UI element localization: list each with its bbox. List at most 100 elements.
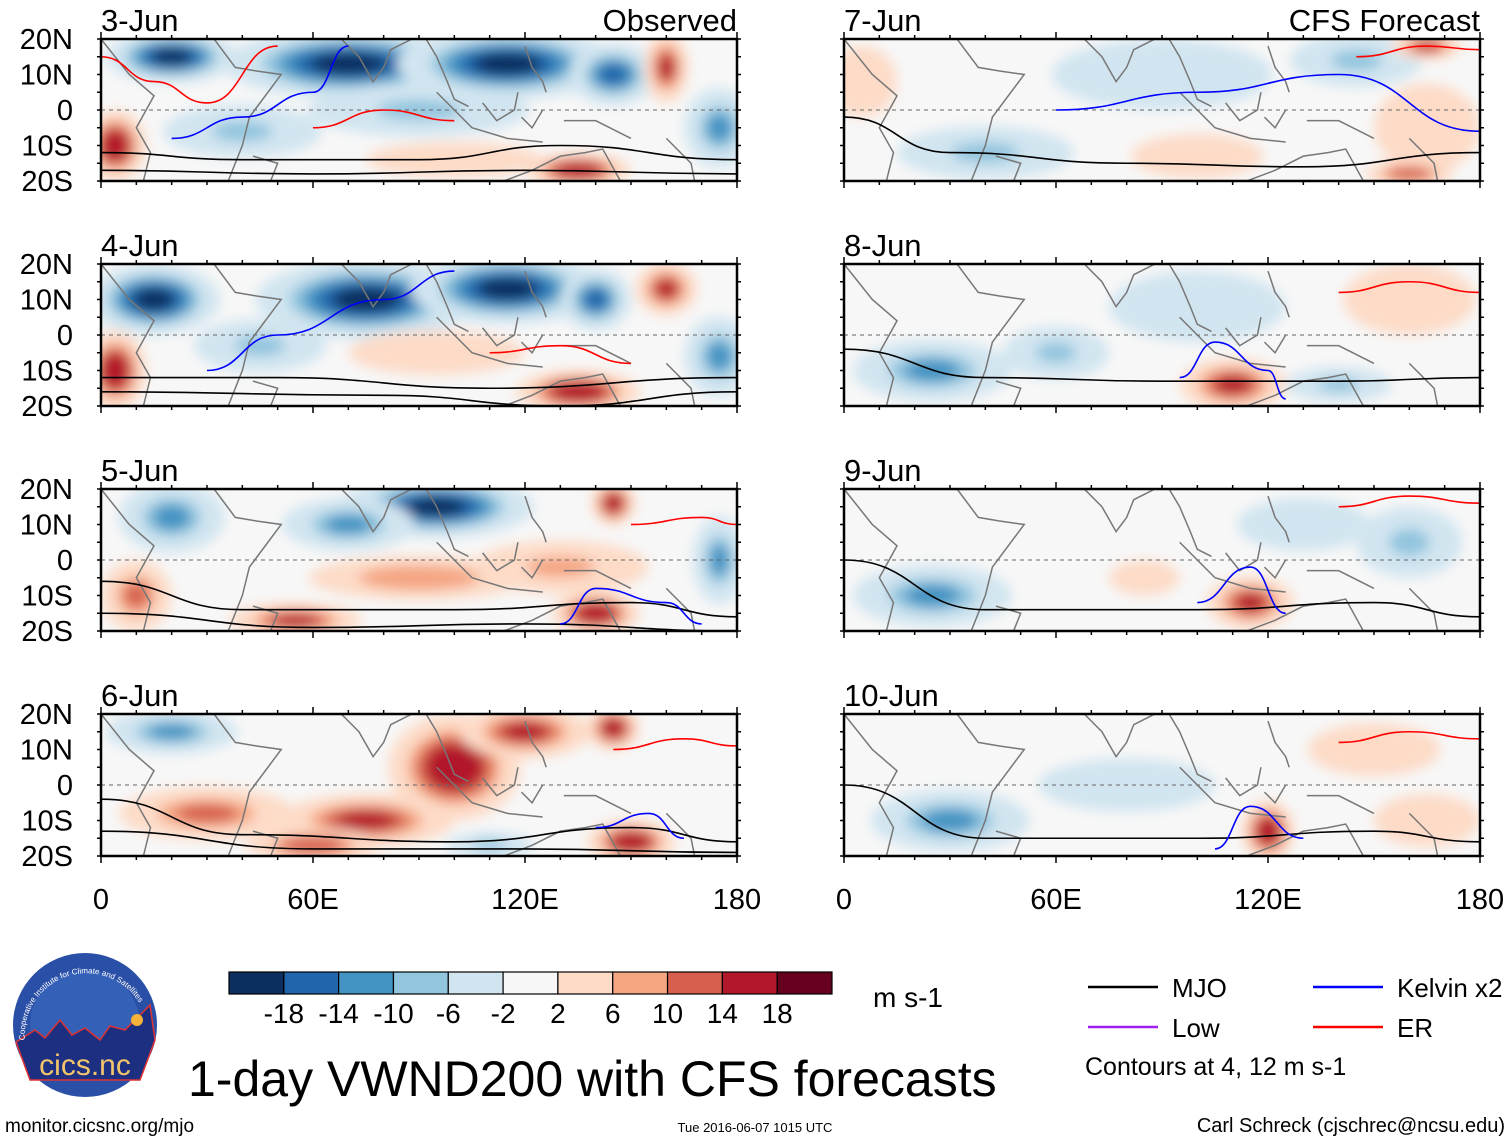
anomaly-blob: [402, 344, 471, 362]
lat-tick-label: 0: [57, 320, 73, 352]
anomaly-blob: [582, 606, 610, 621]
anomaly-blob: [477, 278, 538, 300]
coastline: [436, 91, 543, 143]
contour-kelvin: [1214, 805, 1304, 850]
coastline: [101, 39, 155, 181]
contour-note: Contours at 4, 12 m s-1: [1085, 1053, 1346, 1081]
coastline: [1225, 92, 1262, 122]
coastline: [295, 264, 413, 308]
coastline: [1267, 720, 1290, 768]
colorbar-label: 2: [550, 998, 566, 1029]
coastline: [1179, 91, 1286, 143]
anomaly-blob: [1236, 594, 1265, 612]
coastline: [524, 495, 547, 543]
panel-10-Jun: 10-Jun 0 60E 120E 180: [836, 678, 1504, 916]
anomaly-blob: [526, 556, 595, 578]
anomaly-blob: [376, 99, 462, 121]
contour-kelvin: [560, 587, 702, 625]
contour-er: [613, 738, 737, 751]
coastline: [503, 373, 622, 406]
contour-mjo: [844, 784, 1480, 843]
coastline: [1179, 316, 1286, 368]
coastline: [563, 344, 632, 365]
lon-tick-label: 60E: [1030, 884, 1082, 916]
coastline: [563, 794, 632, 815]
coastline: [1306, 344, 1375, 365]
panel-7-Jun: 7-Jun CFS Forecast: [840, 3, 1484, 188]
colorbar-label: -6: [436, 998, 461, 1029]
coastline: [956, 489, 1026, 631]
coastline: [482, 542, 519, 572]
contour-mjo: [101, 830, 737, 854]
anomaly-blob: [656, 280, 677, 298]
lon-tick-label: 120E: [491, 884, 559, 916]
anomaly-blob: [584, 289, 607, 310]
coastline: [1225, 542, 1262, 572]
anomaly-blob: [105, 358, 125, 383]
colorbar-cell: [447, 971, 504, 995]
anomaly-blob: [381, 570, 457, 586]
lat-tick-label: 20N: [20, 24, 73, 56]
lat-tick-label: 10N: [20, 510, 73, 542]
coastline: [425, 39, 469, 108]
lat-tick-label: 10N: [20, 735, 73, 767]
anomaly-blob: [310, 53, 387, 75]
coastline: [1225, 317, 1262, 347]
coastline: [213, 264, 283, 406]
lat-tick-label: 0: [57, 770, 73, 802]
cics-logo: Cooperative Institute for Climate and Sa…: [13, 953, 157, 1097]
coastline: [1246, 373, 1365, 406]
coastline: [1038, 489, 1156, 533]
lat-tick-label: 0: [57, 95, 73, 127]
footer-url[interactable]: monitor.cicsnc.org/mjo: [5, 1116, 194, 1137]
lat-tick-label: 20N: [20, 474, 73, 506]
coastline: [425, 489, 469, 558]
lat-tick-label: 20N: [20, 249, 73, 281]
colorbar-cell: [392, 971, 449, 995]
panel-date: 4-Jun: [101, 228, 179, 263]
lat-tick-label: 10S: [21, 356, 73, 388]
coastline: [213, 489, 283, 631]
lat-tick-label: 20N: [20, 699, 73, 731]
coastline: [252, 605, 279, 631]
coastline: [520, 784, 544, 804]
colorbar-cell: [776, 971, 833, 995]
coastline: [844, 489, 898, 631]
coastline: [1179, 766, 1286, 818]
coastline: [1306, 794, 1375, 815]
anomaly-blob: [1388, 528, 1430, 556]
coastline: [503, 148, 622, 181]
coastline: [1246, 823, 1365, 856]
anomaly-blob: [1401, 807, 1453, 834]
anomaly-blob: [1330, 50, 1382, 71]
anomaly-blob: [1215, 376, 1250, 394]
coastline: [252, 830, 279, 856]
colorbar-cell: [666, 971, 723, 995]
coastline: [213, 714, 283, 856]
panel-date: 10-Jun: [844, 678, 939, 713]
panel-date: 7-Jun: [844, 3, 922, 38]
colorbar-cell: [612, 971, 669, 995]
anomaly-blob: [133, 288, 175, 311]
anomaly-blob: [659, 56, 674, 79]
contour-mjo: [101, 612, 737, 631]
contour-mjo: [844, 116, 1480, 168]
coastline: [1306, 119, 1375, 140]
contour-kelvin: [1197, 566, 1286, 615]
coastline: [524, 45, 547, 93]
contour-er: [1356, 45, 1480, 58]
panel-date: 3-Jun: [101, 3, 179, 38]
lat-tick-label: 20S: [21, 841, 73, 873]
coastline: [844, 714, 898, 856]
contour-kelvin: [595, 812, 685, 840]
coastline: [252, 380, 279, 406]
coastline: [503, 823, 622, 856]
anomaly-blob: [1318, 377, 1360, 392]
coastline: [1179, 541, 1286, 593]
coastline: [1038, 264, 1156, 308]
anomaly-blob: [325, 515, 372, 534]
colorbar-units: m s-1: [873, 982, 943, 1013]
anomaly-blob: [1259, 821, 1277, 841]
